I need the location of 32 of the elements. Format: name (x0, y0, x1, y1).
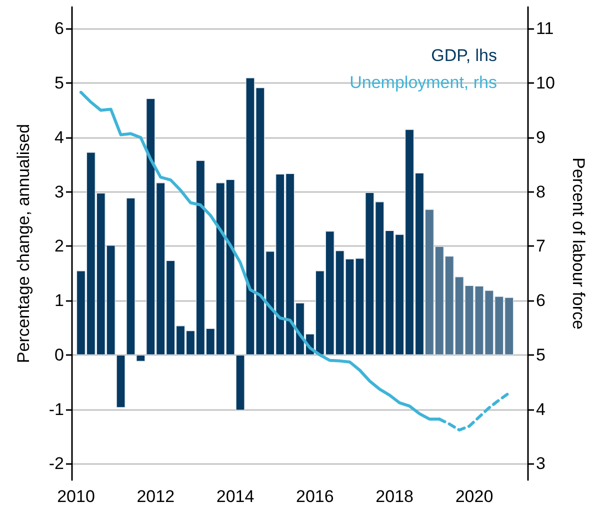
y-tick-label: -1 (48, 400, 64, 419)
y-tick-label: 2 (54, 236, 64, 256)
bar (126, 198, 136, 355)
y2-tick-label: 4 (536, 400, 546, 419)
x-tick-label: 2014 (216, 487, 254, 506)
y2-tick-label: 3 (536, 454, 546, 474)
x-tick-label: 2012 (136, 487, 175, 506)
bar (136, 354, 146, 362)
y-tick-label: -2 (48, 454, 64, 474)
y2-tick-label: 10 (536, 74, 555, 93)
y2-tick-label: 6 (536, 291, 546, 310)
y-tick-label: 6 (54, 19, 64, 38)
y2-tick-label: 7 (536, 236, 546, 256)
bar (236, 354, 245, 410)
x-tick-label: 2016 (296, 487, 334, 506)
y-tick-label: 0 (54, 345, 64, 364)
y2-axis-title: Percent of labour force (569, 158, 588, 330)
y-tick-label: 1 (54, 291, 64, 310)
text: GDP, lhs (431, 46, 497, 65)
x-tick-label: 2018 (376, 487, 414, 506)
x-tick-label: 2010 (57, 487, 95, 506)
y-axis-title: Percentage change, annualised (14, 124, 33, 364)
y2-tick-label: 9 (536, 128, 546, 147)
x-tick-label: 2020 (455, 487, 494, 506)
y-tick-label: 4 (54, 128, 64, 147)
text: Unemployment, rhs (350, 73, 497, 92)
y2-tick-label: 8 (536, 182, 546, 202)
y-tick-label: 5 (54, 74, 64, 93)
bar (116, 354, 126, 408)
y-tick-label: 3 (54, 182, 64, 202)
y2-tick-label: 5 (536, 345, 546, 364)
y2-tick-label: 11 (536, 19, 554, 38)
